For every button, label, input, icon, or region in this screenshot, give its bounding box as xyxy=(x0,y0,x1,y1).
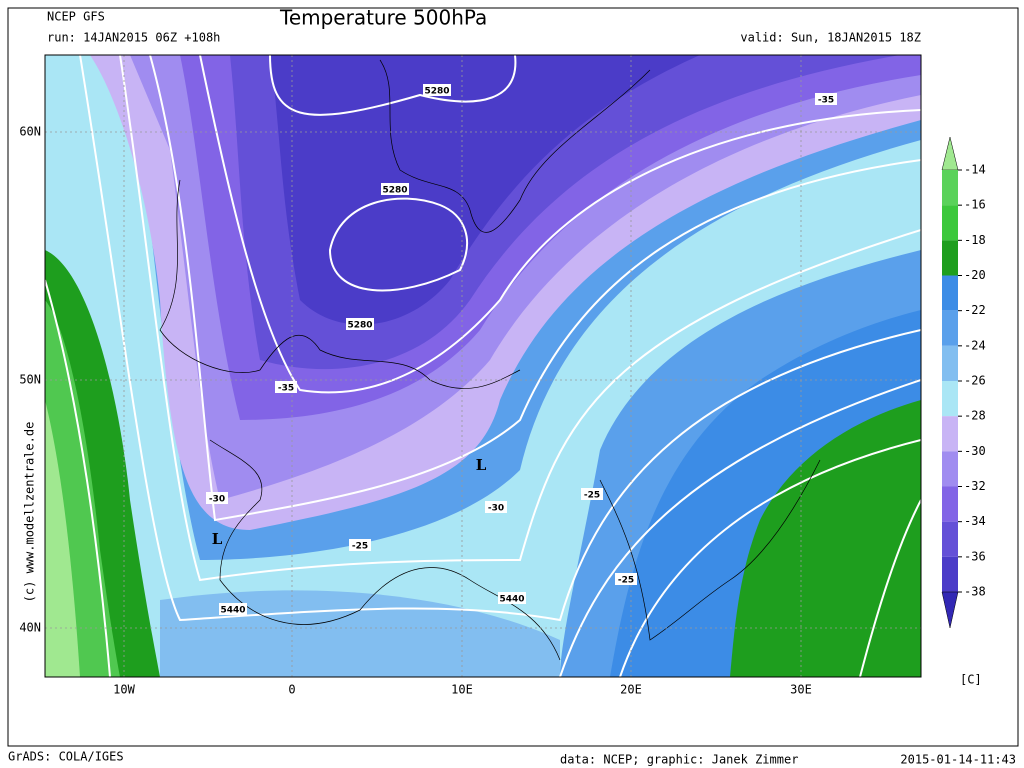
contour-label: 5280 xyxy=(382,186,407,196)
colorbar-segment xyxy=(942,451,958,487)
contour-label-box xyxy=(275,381,297,393)
low-marker: L xyxy=(212,530,223,548)
map-border xyxy=(44,54,922,678)
map-title: Temperature 500hPa xyxy=(279,6,487,30)
colorbar-label: -26 xyxy=(964,374,986,388)
lat-label: 50N xyxy=(19,373,41,387)
colorbar-segment xyxy=(942,205,958,241)
contour-label-box xyxy=(615,573,637,585)
contour-label: -35 xyxy=(818,96,834,106)
colorbar-label: -30 xyxy=(964,444,986,458)
contour-label-box xyxy=(219,603,247,615)
colorbar-segment xyxy=(942,275,958,311)
contours xyxy=(45,55,921,677)
contour-label-box xyxy=(485,501,507,513)
contour-label-box xyxy=(498,592,526,604)
colorbar-label: -18 xyxy=(964,233,986,247)
colorbar-segment xyxy=(942,310,958,346)
colorbar-label: -22 xyxy=(964,303,986,317)
lon-label: 0 xyxy=(288,683,295,697)
contour-label-box xyxy=(423,84,451,96)
run-info: run: 14JAN2015 06Z +108h xyxy=(47,31,220,45)
field xyxy=(45,400,80,677)
contour-label: -25 xyxy=(584,491,600,501)
watermark: (c) www.modellzentrale.de xyxy=(23,422,37,603)
colorbar-label: -36 xyxy=(964,549,986,563)
contour-label: -35 xyxy=(278,384,294,394)
footer-timestamp: 2015-01-14-11:43 xyxy=(900,753,1016,767)
contour-label-box xyxy=(346,318,374,330)
colorbar-segment xyxy=(942,486,958,522)
model-name: NCEP GFS xyxy=(47,10,105,24)
contour-label: 5440 xyxy=(220,606,245,616)
contour-label: -25 xyxy=(352,542,368,552)
graticule xyxy=(45,55,921,677)
map xyxy=(44,54,922,678)
contour-label: -25 xyxy=(618,576,634,586)
lon-label: 10E xyxy=(451,683,473,697)
colorbar-segment xyxy=(942,170,958,206)
colorbar-label: -16 xyxy=(964,198,986,212)
coastlines xyxy=(159,59,821,661)
low-marker: L xyxy=(476,456,487,474)
lon-label: 20E xyxy=(620,683,642,697)
lon-label: 30E xyxy=(790,683,812,697)
field xyxy=(730,400,921,677)
valid-info: valid: Sun, 18JAN2015 18Z xyxy=(740,31,921,45)
colorbar-label: -28 xyxy=(964,409,986,423)
colorbar-segment xyxy=(942,381,958,417)
lon-label: 10W xyxy=(113,683,135,697)
contour-label: 5280 xyxy=(424,87,449,97)
colorbar-label: -38 xyxy=(964,585,986,599)
colorbar-segment xyxy=(942,345,958,381)
contour-label-box xyxy=(581,488,603,500)
colorbar-segment xyxy=(942,521,958,557)
contour-label-box xyxy=(206,492,228,504)
colorbar-segment xyxy=(942,556,958,592)
colorbar-segment xyxy=(942,416,958,452)
contour-label-box xyxy=(381,183,409,195)
colorbar-label: -24 xyxy=(964,338,986,352)
lat-label: 60N xyxy=(19,125,41,139)
colorbar-label: -34 xyxy=(964,514,986,528)
contour-label: 5440 xyxy=(499,595,524,605)
footer-credit: data: NCEP; graphic: Janek Zimmer xyxy=(560,753,798,767)
field xyxy=(160,590,560,677)
frame xyxy=(7,7,1019,747)
contour-label: 5280 xyxy=(347,321,372,331)
colorbar-label: -14 xyxy=(964,163,986,177)
contour-label: -30 xyxy=(209,495,225,505)
colorbar-unit: [C] xyxy=(960,673,982,687)
colorbar-label: -20 xyxy=(964,268,986,282)
colorbar-bottom xyxy=(941,591,959,629)
field xyxy=(270,55,700,325)
colorbar-segment xyxy=(942,240,958,276)
footer-left: GrADS: COLA/IGES xyxy=(8,750,124,764)
lat-label: 40N xyxy=(19,621,41,635)
colorbar-label: -32 xyxy=(964,479,986,493)
contour-label-box xyxy=(815,93,837,105)
contour-label-box xyxy=(349,539,371,551)
contour-label: -30 xyxy=(488,504,504,514)
colorbar-top xyxy=(941,136,959,171)
